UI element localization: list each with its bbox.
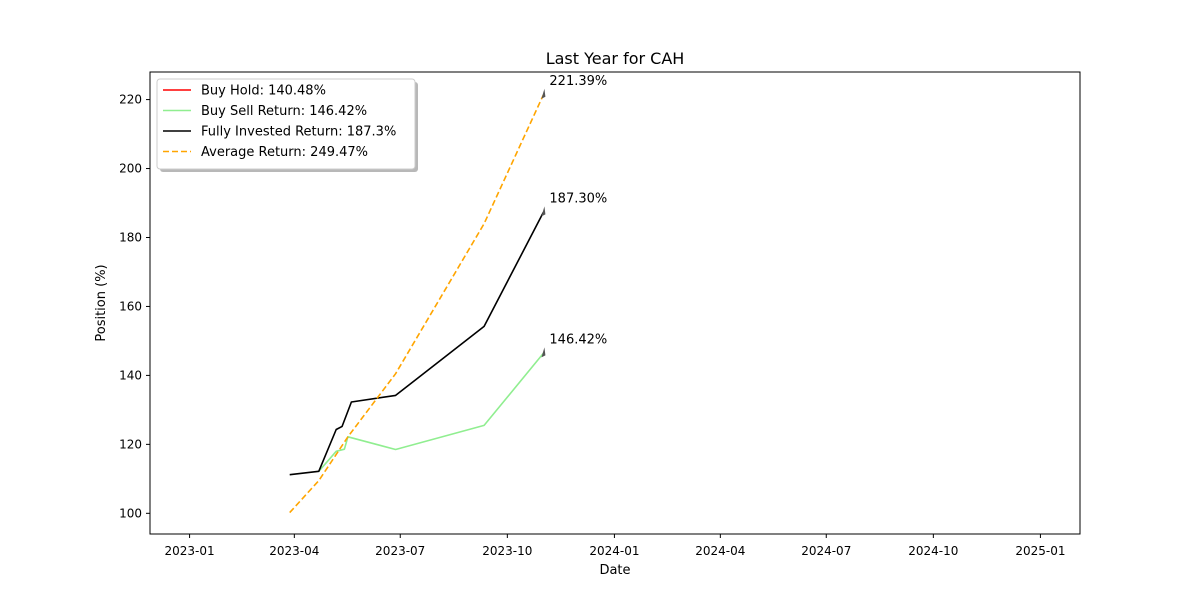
series-line-fully-invested-return [289,211,545,476]
plot-frame [149,71,1081,535]
x-axis-title: Date [599,563,630,578]
annotation-label: 146.42% [549,332,607,347]
y-tick-label: 120 [119,437,142,451]
annotation-label: 187.30% [549,191,607,206]
annotation-label: 221.39% [549,74,607,89]
legend-box [156,78,416,170]
x-tick-label: 2024-04 [695,544,745,558]
y-axis: 100 120 140 160 180 200 220 [119,93,150,520]
y-tick-label: 220 [119,93,142,107]
x-axis: 2023-01 2023-04 2023-07 2023-10 2024-01 2024-… [165,534,1065,558]
series-line-average-return [289,94,545,514]
y-tick-label: 200 [119,162,142,176]
series-layer [289,94,545,514]
y-tick-label: 180 [119,230,142,244]
x-tick-label: 2024-10 [908,544,958,558]
x-tick-label: 2025-01 [1015,544,1065,558]
legend-label: Buy Sell Return: 146.42% [201,104,367,119]
annotation-layer: 221.39% 187.30% 146.42% [541,74,607,358]
annotation-arrow [541,206,546,217]
x-tick-label: 2023-04 [269,544,319,558]
x-tick-label: 2023-07 [375,544,425,558]
x-tick-label: 2023-10 [482,544,532,558]
y-axis-title: Position (%) [94,264,109,341]
legend-label: Buy Hold: 140.48% [201,84,326,99]
y-tick-label: 160 [119,299,142,313]
annotation-arrow [541,347,546,358]
legend-label: Fully Invested Return: 187.3% [201,125,396,140]
legend-label: Average Return: 249.47% [201,145,368,160]
x-tick-label: 2023-01 [165,544,215,558]
legend: Buy Hold: 140.48% Buy Sell Return: 146.42… [156,78,418,172]
x-tick-label: 2024-01 [589,544,639,558]
y-tick-label: 140 [119,368,142,382]
y-tick-label: 100 [119,506,142,520]
x-tick-label: 2024-07 [801,544,851,558]
annotation-arrow [541,88,546,99]
chart-title: Last Year for CAH [546,49,685,68]
